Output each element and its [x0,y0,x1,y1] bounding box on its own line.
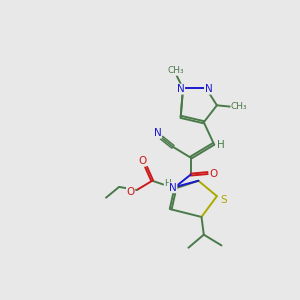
Text: N: N [169,183,177,193]
Text: CH₃: CH₃ [231,102,247,111]
Text: O: O [210,169,218,179]
Text: CH₃: CH₃ [168,66,184,75]
Text: O: O [139,156,147,166]
Text: H: H [164,178,171,188]
Text: N: N [154,128,161,138]
Text: O: O [127,187,135,197]
Text: N: N [205,84,212,94]
Text: S: S [220,195,227,205]
Text: H: H [217,140,225,150]
Text: N: N [177,84,184,94]
